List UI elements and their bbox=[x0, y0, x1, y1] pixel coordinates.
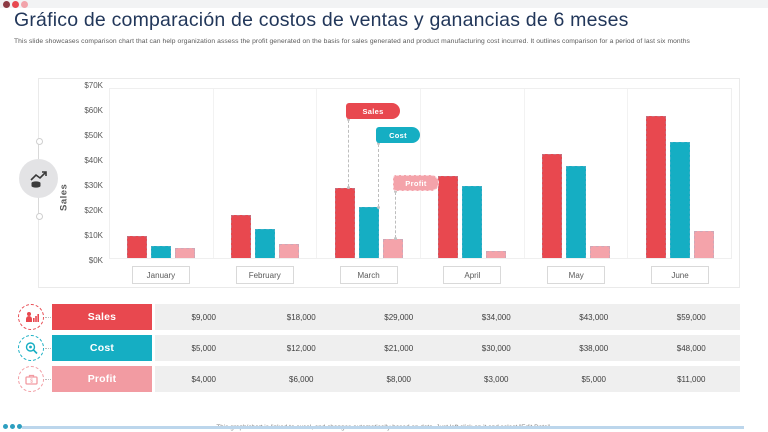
value-cell: $11,000 bbox=[677, 374, 706, 384]
profit-bar-june[interactable] bbox=[693, 231, 714, 258]
values-table: Sales $9,000 $18,000 $29,000 $34,000 $43,000 $… bbox=[18, 304, 740, 397]
icon-connector bbox=[45, 378, 51, 380]
value-cell: $3,000 bbox=[484, 374, 509, 384]
accent-dot-1 bbox=[3, 1, 10, 8]
row-header-profit: Profit bbox=[52, 366, 152, 392]
plot-area[interactable] bbox=[109, 88, 732, 259]
bottom-accent-dots bbox=[3, 424, 22, 429]
table-row-cost: Cost $5,000 $12,000 $21,000 $30,000 $38,000 $4… bbox=[18, 335, 740, 361]
value-cell: $29,000 bbox=[384, 312, 414, 322]
cost-bar-february[interactable] bbox=[255, 229, 275, 258]
sales-bar-june[interactable] bbox=[645, 115, 666, 258]
sales-bar-february[interactable] bbox=[231, 214, 251, 258]
value-cell: $18,000 bbox=[286, 312, 316, 322]
briefcase-money-icon: $ bbox=[18, 366, 44, 392]
sales-bar-january[interactable] bbox=[127, 236, 148, 258]
sales-bar-march[interactable] bbox=[334, 187, 355, 258]
value-cell: $38,000 bbox=[579, 343, 609, 353]
month-label-may: May bbox=[547, 266, 606, 284]
accent-dot-2 bbox=[12, 1, 19, 8]
value-cell: $8,000 bbox=[386, 374, 411, 384]
value-cell: $5,000 bbox=[581, 374, 606, 384]
salesperson-chart-icon bbox=[18, 304, 44, 330]
bottom-accent-bar bbox=[22, 426, 744, 429]
profit-bar-may[interactable] bbox=[590, 245, 611, 258]
slide-subtitle: This slide showcases comparison chart th… bbox=[14, 38, 690, 45]
month-label-february: February bbox=[235, 266, 294, 284]
y-tick-label: $10K bbox=[84, 231, 103, 240]
cost-bar-june[interactable] bbox=[669, 142, 690, 258]
y-axis-ticks: $70K $60K $50K $40K $30K $20K $10K $0K bbox=[57, 82, 103, 265]
x-axis-labels: January February March April May June bbox=[109, 266, 732, 284]
month-label-april: April bbox=[443, 266, 502, 284]
cost-series-label[interactable]: Cost bbox=[376, 127, 420, 143]
cost-bar-may[interactable] bbox=[566, 166, 587, 258]
row-header-cost: Cost bbox=[52, 335, 152, 361]
profit-bar-april[interactable] bbox=[486, 250, 507, 258]
icon-connector bbox=[45, 347, 51, 349]
growth-chart-icon bbox=[19, 159, 58, 198]
value-cell: $34,000 bbox=[481, 312, 511, 322]
month-label-june: June bbox=[651, 266, 710, 284]
value-cell: $12,000 bbox=[286, 343, 316, 353]
month-label-march: March bbox=[339, 266, 398, 284]
accent-dot-3 bbox=[21, 1, 28, 8]
cost-callout-connector bbox=[377, 142, 380, 209]
sales-callout-connector bbox=[347, 118, 350, 189]
sales-bar-may[interactable] bbox=[542, 154, 563, 258]
row-values-profit: $4,000 $6,000 $8,000 $3,000 $5,000 $11,000 bbox=[155, 366, 740, 392]
value-cell: $4,000 bbox=[191, 374, 216, 384]
value-cell: $43,000 bbox=[579, 312, 609, 322]
bar-group-may bbox=[525, 89, 629, 258]
profit-bar-january[interactable] bbox=[175, 248, 196, 258]
svg-text:$: $ bbox=[29, 378, 32, 384]
month-label-january: January bbox=[131, 266, 190, 284]
row-values-cost: $5,000 $12,000 $21,000 $30,000 $38,000 $48,00… bbox=[155, 335, 740, 361]
row-values-sales: $9,000 $18,000 $29,000 $34,000 $43,000 $59,00… bbox=[155, 304, 740, 330]
cost-bar-january[interactable] bbox=[151, 245, 172, 258]
sales-cost-profit-chart[interactable]: Sales $70K $60K $50K $40K $30K $20K $10K $0K Ja… bbox=[19, 78, 740, 288]
profit-bar-march[interactable] bbox=[382, 238, 403, 258]
row-header-sales: Sales bbox=[52, 304, 152, 330]
value-cell: $5,000 bbox=[191, 343, 216, 353]
y-tick-label: $70K bbox=[84, 81, 103, 90]
value-cell: $21,000 bbox=[384, 343, 414, 353]
profit-callout-connector bbox=[394, 190, 397, 240]
profit-bar-february[interactable] bbox=[279, 243, 299, 258]
table-row-profit: $ Profit $4,000 $6,000 $8,000 $3,000 $5,000 $11… bbox=[18, 366, 740, 392]
cost-bar-april[interactable] bbox=[462, 185, 483, 258]
value-cell: $6,000 bbox=[289, 374, 314, 384]
sales-series-label[interactable]: Sales bbox=[346, 103, 400, 119]
magnifier-gear-icon bbox=[18, 335, 44, 361]
footer-note: This graph/chart is linked to excel, and… bbox=[0, 416, 768, 432]
y-tick-label: $20K bbox=[84, 206, 103, 215]
top-accent-strip bbox=[0, 0, 768, 8]
y-tick-label: $0K bbox=[88, 256, 103, 265]
sales-bar-april[interactable] bbox=[438, 175, 459, 258]
value-cell: $9,000 bbox=[191, 312, 216, 322]
bar-group-january bbox=[110, 89, 214, 258]
y-tick-label: $40K bbox=[84, 156, 103, 165]
value-cell: $48,000 bbox=[676, 343, 706, 353]
cost-bar-march[interactable] bbox=[358, 207, 379, 258]
value-cell: $30,000 bbox=[481, 343, 511, 353]
y-tick-label: $50K bbox=[84, 131, 103, 140]
y-tick-label: $30K bbox=[84, 181, 103, 190]
bar-group-february bbox=[214, 89, 318, 258]
table-row-sales: Sales $9,000 $18,000 $29,000 $34,000 $43,000 $… bbox=[18, 304, 740, 330]
bar-group-june bbox=[628, 89, 731, 258]
value-cell: $59,000 bbox=[676, 312, 706, 322]
profit-series-label[interactable]: Profit bbox=[393, 175, 439, 191]
bar-group-april bbox=[421, 89, 525, 258]
y-tick-label: $60K bbox=[84, 106, 103, 115]
bar-group-march bbox=[317, 89, 422, 258]
page-title: Gráfico de comparación de costos de vent… bbox=[14, 9, 629, 31]
icon-connector bbox=[45, 316, 51, 318]
